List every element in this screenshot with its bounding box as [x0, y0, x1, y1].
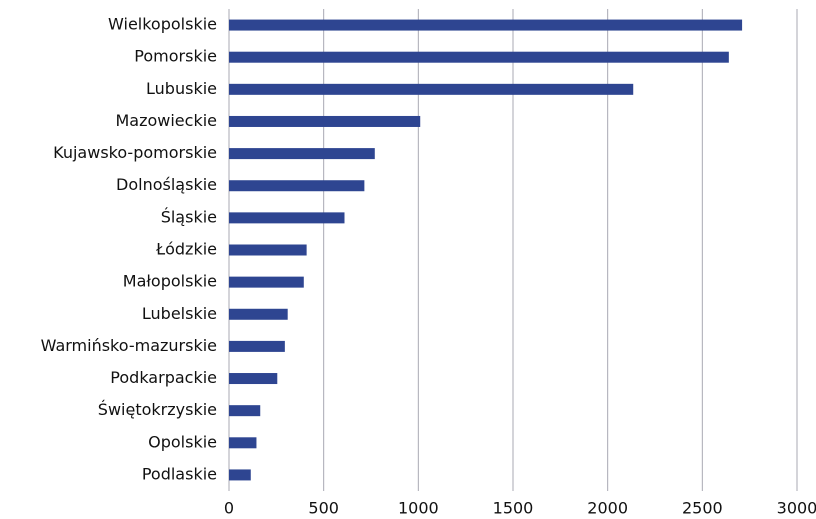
- bar: [229, 340, 285, 352]
- y-tick-label: Warmińsko-mazurskie: [41, 336, 217, 355]
- bar: [229, 180, 365, 192]
- y-tick-label: Opolskie: [148, 432, 217, 451]
- bar: [229, 148, 375, 160]
- x-tick-label: 2000: [587, 499, 628, 518]
- y-tick-label: Śląskie: [161, 207, 217, 226]
- y-tick-label: Łódzkie: [155, 240, 217, 259]
- x-tick-label: 0: [224, 499, 234, 518]
- x-tick-label: 1500: [493, 499, 534, 518]
- x-tick-label: 3000: [777, 499, 816, 518]
- x-tick-label: 1000: [398, 499, 439, 518]
- x-tick-label: 2500: [682, 499, 723, 518]
- bar: [229, 405, 261, 417]
- y-tick-label: Pomorskie: [134, 47, 217, 66]
- bar: [229, 19, 743, 31]
- y-tick-label: Wielkopolskie: [108, 15, 217, 34]
- bar: [229, 469, 251, 481]
- y-tick-label: Mazowieckie: [115, 111, 217, 130]
- y-tick-label: Świętokrzyskie: [98, 400, 217, 419]
- y-tick-label: Podlaskie: [142, 464, 217, 483]
- bar: [229, 373, 278, 385]
- y-tick-label: Lubelskie: [142, 304, 217, 323]
- y-tick-label: Podkarpackie: [110, 368, 217, 387]
- y-tick-label: Dolnośląskie: [116, 175, 217, 194]
- bar: [229, 115, 421, 127]
- bar: [229, 308, 288, 320]
- x-tick-label: 500: [308, 499, 339, 518]
- bar: [229, 437, 257, 449]
- y-tick-label: Lubuskie: [146, 79, 217, 98]
- bar: [229, 83, 634, 95]
- y-tick-label: Małopolskie: [123, 272, 217, 291]
- bar: [229, 244, 307, 256]
- bar: [229, 276, 304, 288]
- bar: [229, 212, 345, 224]
- bar: [229, 51, 729, 63]
- y-tick-label: Kujawsko-pomorskie: [53, 143, 217, 162]
